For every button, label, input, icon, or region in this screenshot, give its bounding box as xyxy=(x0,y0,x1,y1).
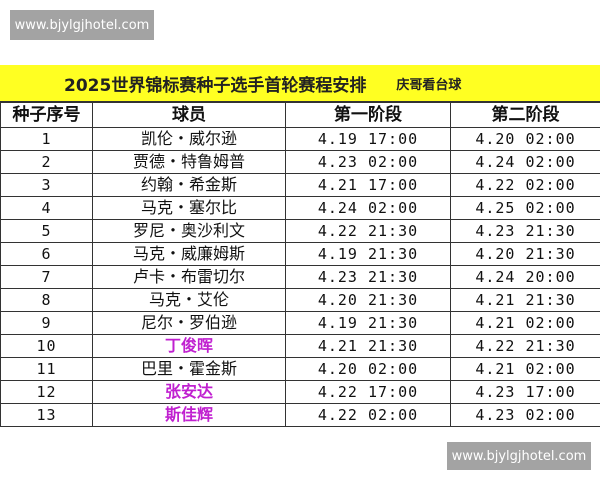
player-cell: 贾德・特鲁姆普 xyxy=(92,150,286,174)
stage1-cell: 4.19 21:30 xyxy=(285,242,451,266)
stage1-cell: 4.22 17:00 xyxy=(285,380,451,404)
table-row: 4 马克・塞尔比 4.24 02:00 4.25 02:00 xyxy=(0,196,600,220)
stage1-cell: 4.23 02:00 xyxy=(285,150,451,174)
player-cell: 尼尔・罗伯逊 xyxy=(92,311,286,335)
player-cell: 约翰・希金斯 xyxy=(92,173,286,197)
player-cell: 凯伦・威尔逊 xyxy=(92,127,286,151)
stage2-cell: 4.21 02:00 xyxy=(450,357,600,381)
stage1-cell: 4.21 21:30 xyxy=(285,334,451,358)
stage2-cell: 4.20 21:30 xyxy=(450,242,600,266)
header-seed: 种子序号 xyxy=(0,102,93,128)
stage1-cell: 4.19 21:30 xyxy=(285,311,451,335)
player-cell: 巴里・霍金斯 xyxy=(92,357,286,381)
schedule-sheet: 2025世界锦标赛种子选手首轮赛程安排 庆哥看台球 种子序号 球员 第一阶段 第… xyxy=(0,65,600,427)
author-label: 庆哥看台球 xyxy=(396,77,462,93)
seed-cell: 8 xyxy=(0,288,93,312)
header-stage2: 第二阶段 xyxy=(450,102,600,128)
table-row: 6 马克・威廉姆斯 4.19 21:30 4.20 21:30 xyxy=(0,242,600,266)
sheet-title: 2025世界锦标赛种子选手首轮赛程安排 xyxy=(64,75,367,96)
seed-cell: 1 xyxy=(0,127,93,151)
site-watermark-bottom: www.bjylgjhotel.com xyxy=(447,442,591,470)
title-bar: 2025世界锦标赛种子选手首轮赛程安排 庆哥看台球 xyxy=(0,65,600,102)
seed-cell: 4 xyxy=(0,196,93,220)
stage2-cell: 4.23 02:00 xyxy=(450,403,600,427)
seed-cell: 3 xyxy=(0,173,93,197)
player-cell: 丁俊晖 xyxy=(92,334,286,358)
table-row: 3 约翰・希金斯 4.21 17:00 4.22 02:00 xyxy=(0,173,600,197)
stage1-cell: 4.20 21:30 xyxy=(285,288,451,312)
player-cell: 斯佳辉 xyxy=(92,403,286,427)
stage1-cell: 4.21 17:00 xyxy=(285,173,451,197)
seed-cell: 10 xyxy=(0,334,93,358)
seed-cell: 6 xyxy=(0,242,93,266)
stage1-cell: 4.22 21:30 xyxy=(285,219,451,243)
player-cell: 张安达 xyxy=(92,380,286,404)
seed-cell: 12 xyxy=(0,380,93,404)
player-cell: 马克・威廉姆斯 xyxy=(92,242,286,266)
table-row: 1 凯伦・威尔逊 4.19 17:00 4.20 02:00 xyxy=(0,127,600,151)
table-row: 10 丁俊晖 4.21 21:30 4.22 21:30 xyxy=(0,334,600,358)
seed-cell: 9 xyxy=(0,311,93,335)
stage2-cell: 4.22 02:00 xyxy=(450,173,600,197)
seed-cell: 7 xyxy=(0,265,93,289)
table-row: 8 马克・艾伦 4.20 21:30 4.21 21:30 xyxy=(0,288,600,312)
stage1-cell: 4.20 02:00 xyxy=(285,357,451,381)
table-row: 5 罗尼・奥沙利文 4.22 21:30 4.23 21:30 xyxy=(0,219,600,243)
stage1-cell: 4.22 02:00 xyxy=(285,403,451,427)
site-watermark-top: www.bjylgjhotel.com xyxy=(10,10,154,40)
schedule-table: 种子序号 球员 第一阶段 第二阶段 1 凯伦・威尔逊 4.19 17:00 4.20 … xyxy=(0,102,600,427)
table-row: 2 贾德・特鲁姆普 4.23 02:00 4.24 02:00 xyxy=(0,150,600,174)
stage2-cell: 4.24 20:00 xyxy=(450,265,600,289)
seed-cell: 2 xyxy=(0,150,93,174)
header-stage1: 第一阶段 xyxy=(285,102,451,128)
stage2-cell: 4.25 02:00 xyxy=(450,196,600,220)
stage2-cell: 4.23 21:30 xyxy=(450,219,600,243)
table-row: 13 斯佳辉 4.22 02:00 4.23 02:00 xyxy=(0,403,600,427)
stage1-cell: 4.19 17:00 xyxy=(285,127,451,151)
table-row: 12 张安达 4.22 17:00 4.23 17:00 xyxy=(0,380,600,404)
header-player: 球员 xyxy=(92,102,286,128)
stage2-cell: 4.22 21:30 xyxy=(450,334,600,358)
stage2-cell: 4.20 02:00 xyxy=(450,127,600,151)
player-cell: 马克・艾伦 xyxy=(92,288,286,312)
table-row: 7 卢卡・布雷切尔 4.23 21:30 4.24 20:00 xyxy=(0,265,600,289)
stage2-cell: 4.21 02:00 xyxy=(450,311,600,335)
seed-cell: 11 xyxy=(0,357,93,381)
stage2-cell: 4.23 17:00 xyxy=(450,380,600,404)
player-cell: 卢卡・布雷切尔 xyxy=(92,265,286,289)
stage1-cell: 4.23 21:30 xyxy=(285,265,451,289)
stage2-cell: 4.21 21:30 xyxy=(450,288,600,312)
table-row: 11 巴里・霍金斯 4.20 02:00 4.21 02:00 xyxy=(0,357,600,381)
table-row: 9 尼尔・罗伯逊 4.19 21:30 4.21 02:00 xyxy=(0,311,600,335)
seed-cell: 5 xyxy=(0,219,93,243)
header-row: 种子序号 球员 第一阶段 第二阶段 xyxy=(0,102,600,128)
stage1-cell: 4.24 02:00 xyxy=(285,196,451,220)
stage2-cell: 4.24 02:00 xyxy=(450,150,600,174)
seed-cell: 13 xyxy=(0,403,93,427)
player-cell: 罗尼・奥沙利文 xyxy=(92,219,286,243)
player-cell: 马克・塞尔比 xyxy=(92,196,286,220)
